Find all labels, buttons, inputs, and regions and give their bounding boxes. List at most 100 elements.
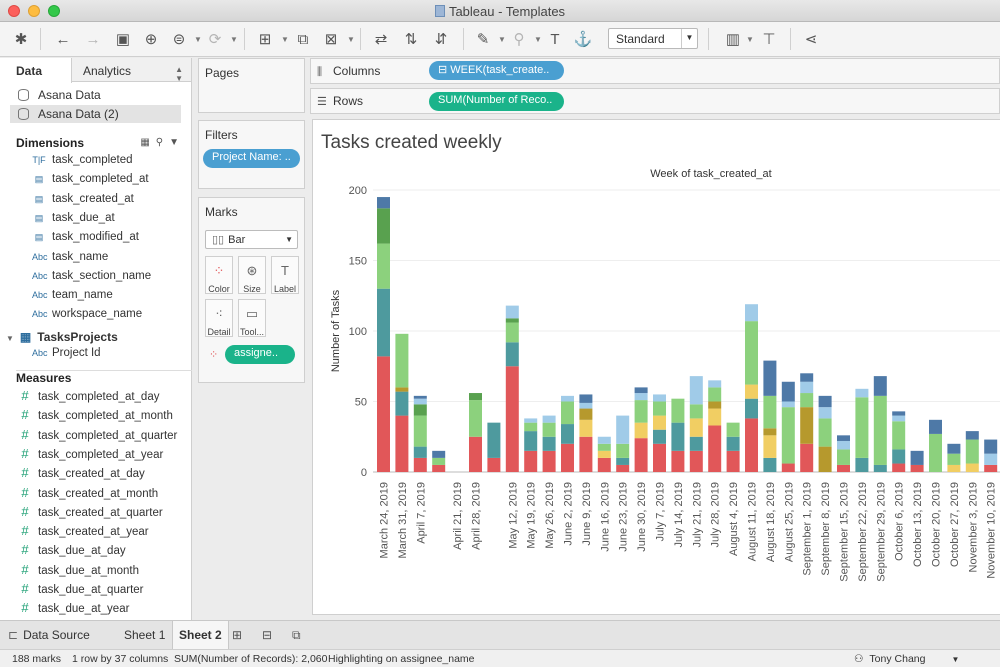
field-measure[interactable]: # task_created_at_month — [18, 485, 158, 503]
chart-bar-segment[interactable] — [377, 197, 390, 209]
tab-data-source[interactable]: ⊏ Data Source — [8, 628, 90, 642]
new-worksheet-icon[interactable]: ⊞ — [232, 628, 243, 642]
chart-bar-segment[interactable] — [892, 415, 906, 422]
chart-bar-segment[interactable] — [432, 457, 446, 465]
tableau-logo-icon[interactable]: ✱ — [14, 31, 28, 48]
chart-bar-segment[interactable] — [708, 387, 722, 402]
chart-bar-segment[interactable] — [579, 419, 593, 437]
rows-pill-sum[interactable]: SUM(Number of Reco.. — [429, 92, 564, 111]
chart-bar-segment[interactable] — [910, 464, 924, 472]
chart-bar-segment[interactable] — [634, 438, 648, 472]
chart-bar-segment[interactable] — [910, 450, 924, 465]
chart-bar-segment[interactable] — [524, 422, 538, 432]
chart-bar-segment[interactable] — [800, 407, 814, 444]
chart-bar-segment[interactable] — [745, 418, 758, 472]
chart-bar-segment[interactable] — [597, 436, 611, 444]
new-story-icon[interactable]: ⧉ — [292, 628, 301, 642]
chart-bar-segment[interactable] — [745, 398, 758, 419]
chart-bar-segment[interactable] — [837, 464, 850, 472]
undo-icon[interactable]: ← — [55, 30, 71, 48]
chart-bar-segment[interactable] — [855, 397, 869, 458]
field-dimension[interactable]: ▤ task_completed_at — [32, 173, 149, 191]
tooltip-button[interactable]: ▭ Tool... — [238, 299, 266, 337]
chart-bar-segment[interactable] — [873, 376, 887, 396]
chart-bar-segment[interactable] — [818, 418, 832, 447]
field-dimension[interactable]: Abc workspace_name — [32, 308, 143, 321]
chart-bar-segment[interactable] — [708, 425, 722, 472]
chart-bar-segment[interactable] — [524, 431, 538, 451]
group-members-icon[interactable]: ⚲ — [513, 31, 525, 48]
chart-bar-segment[interactable] — [984, 453, 998, 465]
field-measure[interactable]: # task_completed_at_month — [18, 407, 173, 425]
chart-bar-segment[interactable] — [708, 408, 722, 426]
chart-bar-segment[interactable] — [542, 415, 556, 423]
field-dimension[interactable]: ▤ task_due_at — [32, 212, 115, 230]
new-worksheet-icon[interactable]: ⊞ — [258, 31, 272, 48]
chart-bar-segment[interactable] — [413, 404, 427, 416]
clear-sheet-icon[interactable]: ⊠ — [324, 31, 338, 48]
chart-bar-segment[interactable] — [929, 433, 942, 472]
chart-bar-segment[interactable] — [524, 450, 538, 472]
field-measure[interactable]: # task_due_at_year — [18, 600, 129, 618]
tab-data[interactable]: Data — [0, 58, 72, 83]
chart-bar-segment[interactable] — [413, 395, 427, 399]
chart-bar-segment[interactable] — [947, 453, 961, 465]
chart-bar-segment[interactable] — [505, 322, 519, 343]
chart-bar-segment[interactable] — [377, 356, 390, 472]
chart-bar-segment[interactable] — [837, 440, 850, 450]
chart-bar-segment[interactable] — [763, 395, 777, 429]
chevron-down-icon[interactable]: ▼ — [230, 35, 238, 44]
detail-button[interactable]: ⁖ Detail — [205, 299, 233, 337]
chart-bar-segment[interactable] — [929, 419, 942, 434]
field-dimension[interactable]: Abc task_name — [32, 250, 109, 263]
color-button[interactable]: ⁘ Color — [205, 256, 233, 294]
chart-bar-segment[interactable] — [469, 393, 482, 401]
chart-bar-segment[interactable] — [708, 401, 722, 409]
chart-bar-segment[interactable] — [542, 436, 556, 451]
chart-bar-segment[interactable] — [413, 415, 427, 447]
chart-bar-segment[interactable] — [745, 321, 758, 385]
refresh-icon[interactable]: ⟳ — [208, 31, 222, 48]
pages-shelf[interactable]: Pages — [198, 58, 305, 113]
chart-bar-segment[interactable] — [432, 450, 446, 458]
show-me-icon[interactable]: ▥ — [725, 31, 741, 48]
chart-bar-segment[interactable] — [413, 398, 427, 405]
datasource-item-selected[interactable]: Asana Data (2) — [10, 105, 181, 123]
chart-bar-segment[interactable] — [800, 381, 814, 394]
field-measure[interactable]: # task_completed_at_day — [18, 388, 159, 406]
chart-bar-segment[interactable] — [579, 402, 593, 409]
close-window-button[interactable] — [8, 5, 20, 17]
chart-bar-segment[interactable] — [616, 464, 630, 472]
chart-bar-segment[interactable] — [561, 401, 574, 425]
chart-bar-segment[interactable] — [395, 387, 409, 392]
field-measure[interactable]: # task_created_at_year — [18, 523, 148, 541]
chevron-down-icon[interactable]: ▼ — [534, 35, 542, 44]
chart-bar-segment[interactable] — [708, 380, 722, 388]
chart-bar-segment[interactable] — [413, 457, 427, 472]
chart-bar-segment[interactable] — [395, 391, 409, 416]
chevron-down-icon[interactable]: ▼ — [194, 35, 202, 44]
chevron-down-icon[interactable]: ▼ — [347, 35, 355, 44]
pause-updates-icon[interactable]: ⊜ — [172, 31, 186, 48]
chart-bar-segment[interactable] — [818, 446, 832, 472]
field-measure[interactable]: # task_completed_at_year — [18, 446, 163, 464]
chart-bar-segment[interactable] — [689, 436, 703, 451]
field-measure[interactable]: # task_created_at_quarter — [18, 504, 162, 522]
chart-bar-segment[interactable] — [653, 429, 666, 444]
chart-bar-segment[interactable] — [763, 457, 777, 472]
chart-bar-segment[interactable] — [597, 457, 611, 472]
chart-bar-segment[interactable] — [763, 435, 777, 458]
chart-bar-segment[interactable] — [781, 401, 795, 408]
chart-bar-segment[interactable] — [689, 404, 703, 419]
chart-bar-segment[interactable] — [745, 304, 758, 322]
bar-chart[interactable]: 0 50 100 150 200 Week of task_created_at Numbe… — [313, 120, 1000, 615]
chevron-down-icon[interactable]: ▼ — [498, 35, 506, 44]
chart-bar-segment[interactable] — [892, 463, 906, 472]
chart-bar-segment[interactable] — [395, 415, 409, 472]
chart-bar-segment[interactable] — [487, 457, 501, 472]
share-icon[interactable]: ⋖ — [804, 31, 818, 48]
chart-bar-segment[interactable] — [616, 415, 630, 444]
tasksprojects-group[interactable]: ▼ ▦ TasksProjects — [6, 330, 118, 344]
tab-analytics[interactable]: Analytics — [83, 64, 132, 78]
chart-bar-segment[interactable] — [726, 436, 740, 451]
